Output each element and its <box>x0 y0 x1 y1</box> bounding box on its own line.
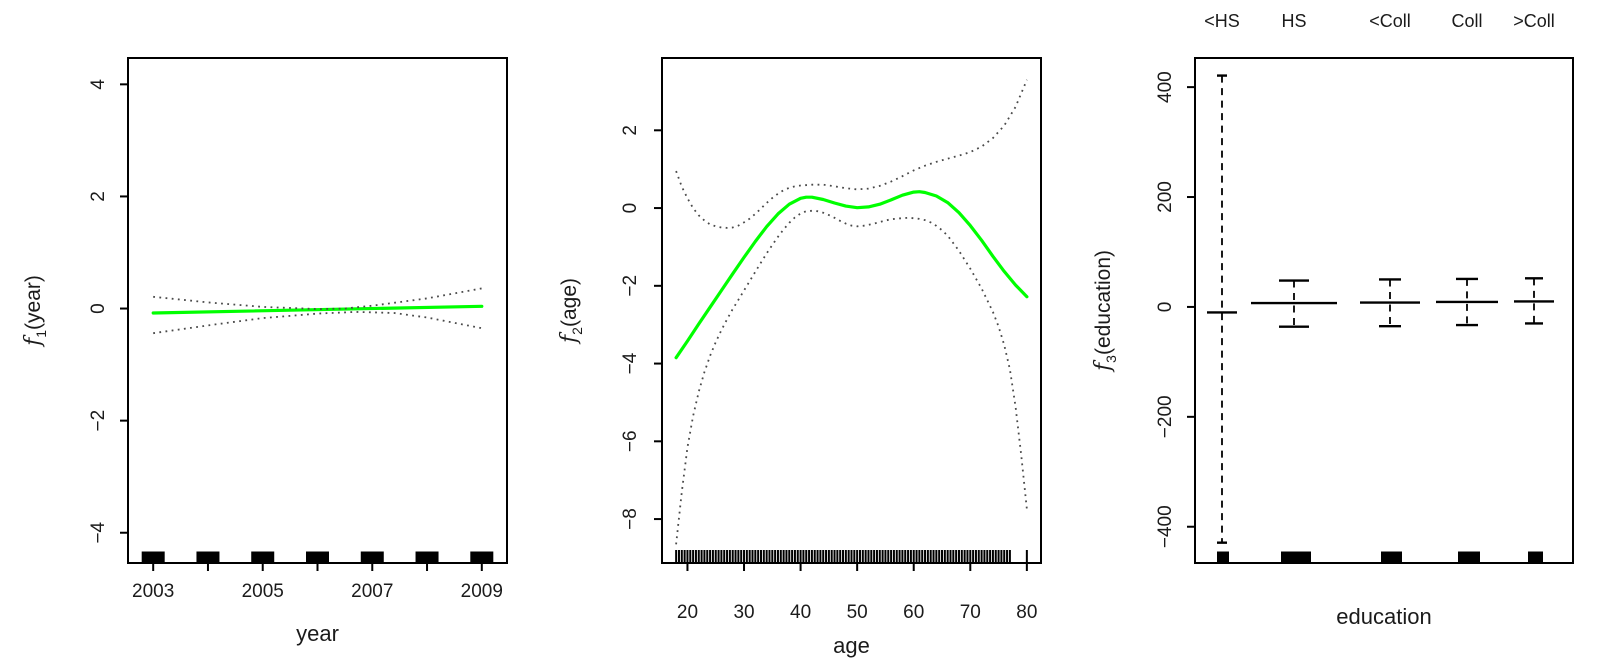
rug-block <box>251 551 275 563</box>
y-tick-label: 4 <box>88 79 109 90</box>
x-tick-label: 60 <box>903 602 924 623</box>
x-tick-label: 2007 <box>351 581 393 602</box>
rug-block <box>1281 551 1311 563</box>
x-axis-title: education <box>1336 604 1431 629</box>
panel-f3-education: −400 −200 0 200 400 education f3(education) <HS… <box>1091 11 1574 629</box>
y-tick-label: −8 <box>620 508 641 530</box>
category-top-label: <HS <box>1204 11 1240 31</box>
category-top-label: >Coll <box>1513 11 1555 31</box>
rug-block <box>360 551 384 563</box>
x-axis-title: age <box>833 633 870 658</box>
rug-block <box>1217 551 1229 563</box>
y-tick-label: 400 <box>1155 71 1176 103</box>
x-tick-label: 30 <box>733 602 754 623</box>
y-tick-label: −400 <box>1155 505 1176 548</box>
errorbar-gt-coll <box>1514 277 1554 325</box>
rug-block <box>1528 551 1543 563</box>
category-top-label: HS <box>1281 11 1306 31</box>
x-tick-label: 2005 <box>242 581 284 602</box>
rug-block <box>196 551 220 563</box>
x-tick-label: 2003 <box>132 581 174 602</box>
y-tick-label: −6 <box>620 430 641 452</box>
y-axis-title: f2(age) <box>557 278 585 345</box>
rug <box>675 550 1028 562</box>
errorbar-coll <box>1436 277 1498 327</box>
rug-block <box>1458 551 1480 563</box>
y-tick-label: 0 <box>620 203 641 214</box>
rug-block <box>306 551 329 563</box>
rug <box>1217 551 1543 563</box>
y-tick-label: −2 <box>620 275 641 297</box>
ci-lower-line <box>675 209 1028 545</box>
y-tick-label: 0 <box>88 303 109 314</box>
category-top-label: Coll <box>1451 11 1482 31</box>
y-tick-label: −200 <box>1155 395 1176 438</box>
x-tick-label: 80 <box>1016 602 1037 623</box>
rug <box>141 551 494 563</box>
y-tick-label: 0 <box>1155 302 1176 313</box>
errorbar-hs <box>1251 279 1337 328</box>
x-tick-label: 70 <box>960 602 981 623</box>
y-tick-label: −2 <box>88 410 109 432</box>
rug-block <box>415 551 439 563</box>
panel-f2-age: −8 −6 −4 −2 0 2 20 30 40 50 60 70 80 age f2(age) <box>557 57 1042 658</box>
y-tick-label: 2 <box>88 191 109 202</box>
y-tick-label: −4 <box>620 352 641 374</box>
errorbar-lt-hs <box>1207 74 1237 544</box>
x-tick-label: 40 <box>790 602 811 623</box>
y-tick-label: 200 <box>1155 181 1176 213</box>
fit-line <box>674 190 1029 360</box>
y-axis-title: f3(education) <box>1091 250 1119 373</box>
plot-box <box>1194 57 1574 564</box>
fit-line <box>151 304 484 315</box>
y-tick-label: −4 <box>88 521 109 543</box>
errorbar-lt-coll <box>1360 278 1420 328</box>
x-axis-title: year <box>296 621 339 646</box>
rug-block <box>141 551 165 563</box>
rug-block <box>1381 551 1402 563</box>
rug-block <box>470 551 494 563</box>
x-tick-label: 20 <box>677 602 698 623</box>
y-tick-label: 2 <box>620 125 641 136</box>
x-tick-label: 50 <box>847 602 868 623</box>
category-top-label: <Coll <box>1369 11 1411 31</box>
x-tick-label: 2009 <box>461 581 503 602</box>
plot-box <box>661 57 1042 564</box>
